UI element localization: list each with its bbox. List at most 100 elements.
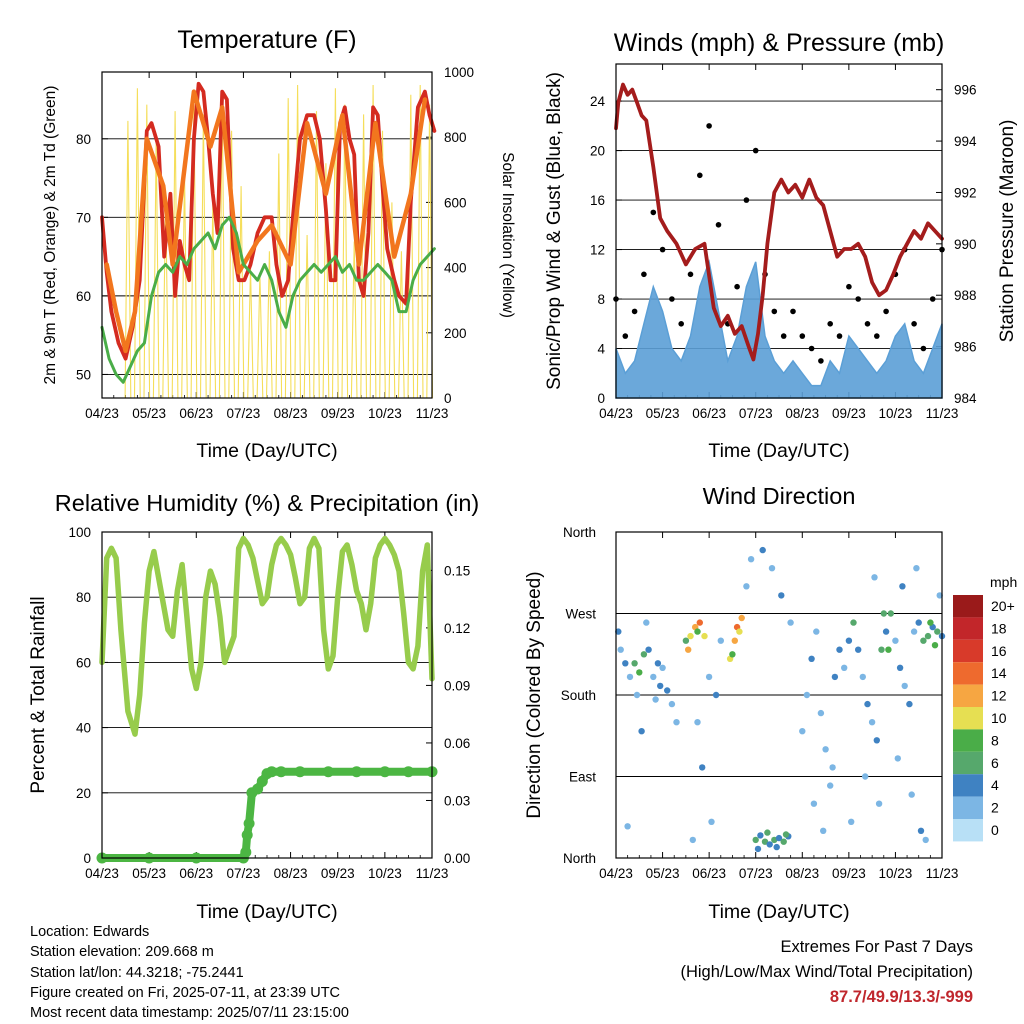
direction-point — [810, 800, 818, 807]
y-tick-label: 8 — [597, 292, 605, 307]
x-tick-label: 09/23 — [321, 406, 355, 421]
legend-swatch — [953, 595, 983, 618]
wind-direction-panel: Wind Direction Time (Day/UTC) Direction (C… — [524, 483, 1017, 923]
x-tick-label: 08/23 — [785, 406, 819, 421]
direction-point — [640, 651, 648, 658]
x-tick-label: 05/23 — [132, 866, 166, 881]
y2-tick-label: 992 — [954, 185, 977, 200]
y-tick-label: 60 — [76, 289, 91, 304]
legend-label: 14 — [991, 665, 1007, 681]
rainfall-point — [241, 829, 253, 841]
y2-tick-label: 0.15 — [444, 563, 470, 578]
series-total-rainfall — [98, 767, 436, 862]
legend-swatch — [953, 819, 983, 842]
legend-label: 10 — [991, 710, 1007, 726]
legend-label: 18 — [991, 620, 1007, 636]
y-axis-label: Sonic/Prop Wind & Gust (Blue, Black) — [544, 72, 565, 390]
series-solar-insolation — [124, 84, 434, 399]
direction-point — [894, 755, 901, 762]
y-tick-label: 80 — [76, 132, 91, 147]
direction-point — [652, 696, 659, 703]
direction-point — [780, 838, 787, 845]
x-tick-label: 07/23 — [739, 866, 773, 881]
direction-point — [687, 632, 694, 640]
direction-point — [906, 700, 913, 708]
rainfall-point — [351, 766, 363, 778]
y-tick-label: 4 — [597, 342, 605, 357]
x-tick-label: 09/23 — [321, 866, 355, 881]
gust-point — [622, 333, 629, 339]
direction-point — [885, 646, 892, 653]
legend-swatch — [953, 774, 983, 797]
direction-point — [738, 614, 745, 622]
direction-point — [871, 574, 878, 581]
gust-point — [874, 333, 880, 339]
y2-tick-label: 200 — [444, 326, 467, 341]
direction-point — [836, 646, 843, 653]
direction-point — [868, 719, 876, 726]
legend-label: 16 — [991, 643, 1007, 659]
direction-point — [773, 843, 780, 851]
direction-point — [880, 610, 887, 617]
direction-point — [901, 682, 908, 690]
direction-point — [827, 782, 834, 789]
gust-point — [780, 333, 787, 339]
x-tick-label: 05/23 — [646, 406, 680, 421]
direction-point — [650, 673, 657, 681]
direction-point — [743, 583, 750, 590]
series-2m-td — [100, 215, 436, 384]
direction-point — [754, 845, 762, 853]
y2-tick-label: 986 — [954, 340, 977, 355]
gust-point — [697, 172, 703, 179]
extremes-title: Extremes For Past 7 Days — [780, 938, 973, 956]
y2-axis-label: Station Pressure (Maroon) — [997, 120, 1018, 343]
direction-point — [899, 583, 906, 590]
chart-title: Winds (mph) & Pressure (mb) — [614, 29, 945, 57]
direction-point — [659, 664, 666, 671]
legend-label: 4 — [991, 777, 999, 793]
station-elevation: Station elevation: 209.668 m — [30, 944, 214, 961]
station-info: Location: Edwards Station elevation: 209… — [30, 922, 349, 1023]
x-axis-label: Time (Day/UTC) — [708, 901, 849, 923]
y-tick-label: 50 — [76, 367, 91, 382]
direction-point — [615, 628, 622, 635]
direction-point — [631, 660, 638, 667]
station-location: Location: Edwards — [30, 924, 150, 940]
legend-swatch — [953, 662, 983, 685]
direction-point — [705, 673, 713, 681]
direction-point — [915, 619, 922, 626]
legend-label: 2 — [991, 800, 999, 816]
direction-point — [657, 682, 664, 690]
rainfall-point — [322, 766, 334, 778]
direction-point — [685, 646, 692, 653]
direction-point — [643, 619, 650, 626]
y-tick-label: East — [569, 770, 596, 785]
y2-tick-label: 0.03 — [444, 793, 470, 808]
rainfall-point — [275, 766, 287, 778]
y2-tick-label: 984 — [954, 391, 977, 406]
series-relative-humidity — [99, 535, 435, 737]
direction-point — [717, 637, 724, 644]
direction-point — [731, 637, 738, 644]
gust-point — [771, 308, 778, 315]
direction-point — [936, 592, 943, 599]
direction-point — [747, 556, 755, 563]
direction-point — [896, 664, 904, 671]
x-tick-label: 06/23 — [692, 406, 726, 421]
direction-point — [617, 646, 624, 653]
direction-point — [729, 651, 736, 658]
x-tick-label: 06/23 — [692, 866, 726, 881]
gust-point — [650, 209, 657, 216]
x-axis-label: Time (Day/UTC) — [196, 901, 337, 923]
direction-point — [813, 628, 820, 635]
y-tick-label: 0 — [83, 851, 91, 866]
x-tick-label: 11/23 — [416, 866, 449, 881]
x-tick-label: 08/23 — [785, 866, 819, 881]
y-axis-label: 2m & 9m T (Red, Orange) & 2m Td (Green) — [42, 86, 59, 385]
direction-point — [775, 834, 783, 842]
direction-point — [817, 709, 825, 717]
gust-point — [678, 321, 684, 327]
direction-point — [752, 836, 759, 844]
rainfall-point — [243, 818, 255, 829]
